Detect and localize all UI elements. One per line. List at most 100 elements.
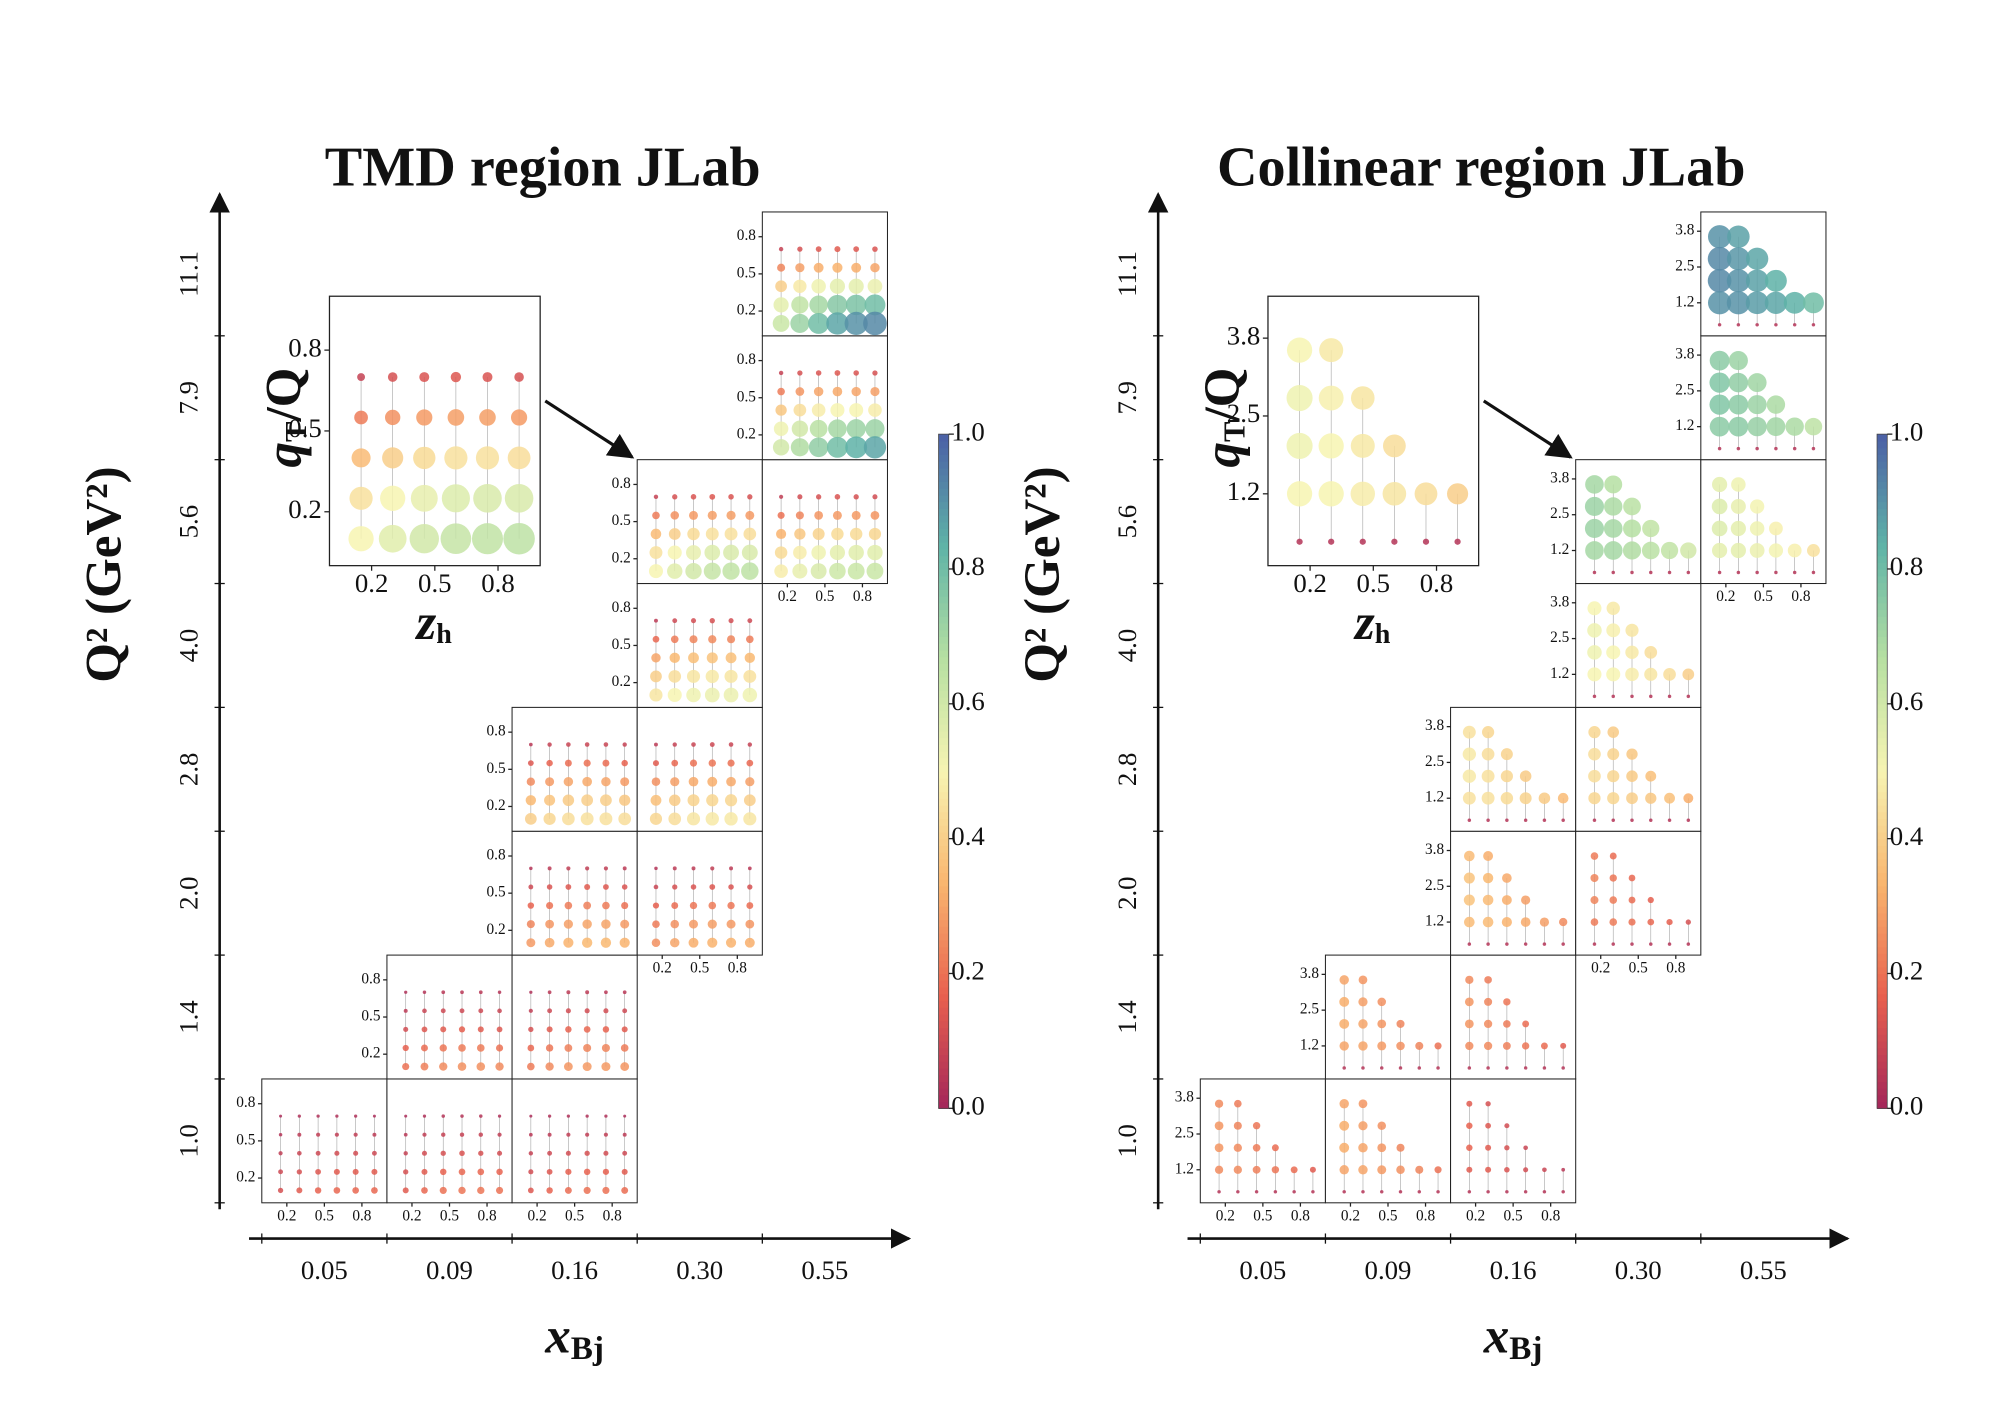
bubble <box>1625 623 1639 637</box>
bubble <box>584 1008 590 1014</box>
y-tick-label: 3.8 <box>1675 346 1694 363</box>
bubble <box>1214 1099 1224 1108</box>
bubble <box>458 1044 466 1052</box>
bubble <box>1625 645 1639 660</box>
colorbar-step <box>938 595 949 604</box>
bubble <box>1728 351 1748 371</box>
x-tick-label: 0.2 <box>778 588 797 605</box>
colorbar-step <box>938 622 949 631</box>
bubble <box>1350 386 1375 410</box>
bubble <box>708 759 716 767</box>
bubble <box>743 812 757 826</box>
bubble <box>829 278 846 294</box>
bubble <box>378 524 407 553</box>
x-bin-label: 0.55 <box>1740 1255 1787 1285</box>
bubble <box>352 1168 359 1175</box>
colorbar-step <box>1877 602 1888 611</box>
bubble <box>1318 433 1344 459</box>
bubble <box>1519 770 1532 782</box>
colorbar-step <box>1877 636 1888 644</box>
bubble <box>1540 1042 1548 1050</box>
bubble <box>1783 291 1806 314</box>
colorbar-step <box>1877 1027 1888 1035</box>
bubble <box>422 990 427 994</box>
colorbar-step <box>938 959 949 968</box>
bubble <box>1417 1190 1422 1194</box>
colorbar-tick-label: 0.8 <box>951 551 985 581</box>
bubble <box>1590 918 1599 926</box>
bubble <box>1606 623 1621 638</box>
bubble <box>1769 521 1783 536</box>
colorbar-step <box>938 831 949 840</box>
colorbar-step <box>938 845 949 853</box>
bubble <box>650 528 662 540</box>
bubble <box>832 262 843 273</box>
bubble <box>811 545 826 560</box>
bubble <box>1630 818 1634 822</box>
bubble <box>668 528 681 540</box>
bubble <box>544 937 555 948</box>
bubble <box>1505 942 1509 946</box>
bubble <box>779 494 784 499</box>
bubble <box>667 563 683 579</box>
bubble <box>707 919 717 929</box>
bubble <box>648 564 663 579</box>
bubble <box>1647 918 1655 926</box>
bubble <box>649 812 663 825</box>
bubble <box>653 884 659 890</box>
bubble <box>1709 372 1730 393</box>
bubble <box>707 510 717 521</box>
colorbar-step <box>1877 440 1888 449</box>
bubble <box>778 246 784 252</box>
bubble <box>1286 384 1313 412</box>
inset-y-label-main: q <box>1194 442 1251 468</box>
bubble <box>797 494 803 500</box>
colorbar-step <box>938 548 949 557</box>
colorbar-step <box>938 811 949 820</box>
y-tick-label: 2.5 <box>1175 1125 1194 1142</box>
bubble <box>527 1044 535 1052</box>
bubble <box>601 776 611 787</box>
bubble <box>314 1187 322 1194</box>
bubble <box>688 652 699 664</box>
bubble <box>672 884 678 890</box>
colorbar-step <box>1877 852 1888 860</box>
bubble <box>563 1062 573 1071</box>
bubble <box>334 1150 340 1156</box>
bubble <box>1590 873 1599 883</box>
colorbar-step <box>1877 1088 1888 1096</box>
colorbar-step <box>1877 1094 1888 1103</box>
bubble <box>849 527 863 541</box>
bubble <box>1628 874 1636 882</box>
bubble <box>872 246 878 252</box>
y-tick-label: 1.2 <box>1425 913 1444 930</box>
bubble <box>601 1062 611 1072</box>
bubble <box>1792 446 1797 451</box>
bubble <box>746 759 754 767</box>
bubble <box>402 1187 409 1194</box>
bubble <box>458 1026 466 1033</box>
bubble <box>1728 372 1749 393</box>
bubble <box>1663 668 1676 681</box>
bubble <box>1465 1041 1474 1051</box>
colorbar-step <box>938 737 949 745</box>
bubble <box>1505 818 1509 822</box>
inset-y-tick-label: 2.5 <box>1227 398 1261 428</box>
bubble <box>315 1168 321 1175</box>
bubble <box>650 670 662 683</box>
colorbar-tick-label: 0.2 <box>951 956 985 986</box>
bubble <box>709 493 716 500</box>
inset-x-tick-label: 0.5 <box>1357 568 1391 598</box>
colorbar-step <box>938 993 949 1002</box>
bubble <box>865 419 885 439</box>
bubble <box>832 510 842 520</box>
bubble <box>1709 394 1730 415</box>
bubble <box>813 262 824 273</box>
bubble <box>851 262 862 273</box>
bubble <box>1609 874 1617 882</box>
bubble <box>741 562 759 580</box>
colorbar-step <box>1877 939 1888 948</box>
y-tick-label: 3.8 <box>1675 222 1694 239</box>
x-axis-label-sub: Bj <box>571 1330 604 1367</box>
bubble <box>728 618 734 624</box>
